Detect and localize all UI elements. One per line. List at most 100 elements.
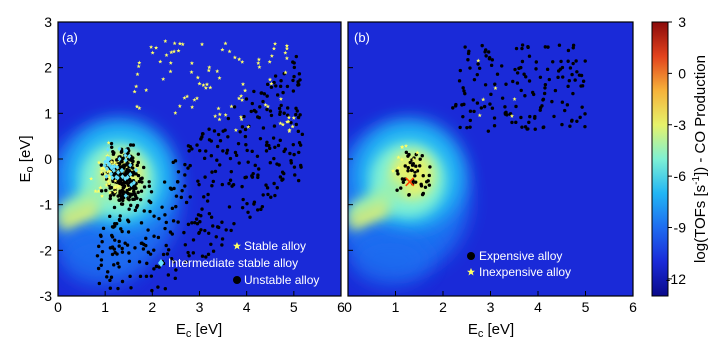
unstable-alloy-point — [121, 190, 125, 195]
unstable-alloy-point — [265, 94, 269, 98]
unstable-alloy-point — [108, 278, 112, 283]
inexpensive-alloy-point — [476, 58, 481, 63]
unstable-alloy-point — [140, 176, 144, 180]
circle-icon — [467, 252, 475, 260]
stable-alloy-point — [199, 42, 205, 47]
expensive-alloy-point — [553, 88, 558, 93]
stable-alloy-point — [154, 45, 159, 50]
expensive-alloy-point — [468, 118, 473, 123]
expensive-alloy-point — [486, 50, 491, 54]
unstable-alloy-point — [116, 261, 120, 266]
unstable-alloy-point — [294, 106, 298, 111]
unstable-alloy-point — [157, 265, 161, 269]
expensive-alloy-point — [514, 46, 519, 51]
unstable-alloy-point — [210, 184, 214, 188]
unstable-alloy-point — [225, 151, 229, 155]
expensive-alloy-point — [489, 92, 493, 97]
expensive-alloy-point — [520, 43, 525, 47]
stable-alloy-point — [206, 68, 211, 73]
unstable-alloy-point — [220, 243, 224, 247]
expensive-alloy-point — [580, 84, 585, 88]
unstable-alloy-point — [233, 150, 238, 155]
panel-b-x-tick-label: 3 — [487, 299, 495, 315]
stable-alloy-point — [134, 104, 140, 109]
inexpensive-alloy-point — [411, 157, 416, 162]
expensive-alloy-point — [528, 114, 532, 119]
unstable-alloy-point — [211, 179, 216, 184]
colorbar-bar — [651, 21, 669, 297]
unstable-alloy-point — [232, 221, 236, 226]
stable-alloy-point — [237, 57, 242, 62]
expensive-alloy-point — [508, 112, 512, 117]
unstable-alloy-point — [148, 209, 152, 214]
expensive-alloy-point — [567, 79, 571, 83]
stable-alloy-point — [267, 59, 272, 64]
inexpensive-alloy-point — [396, 165, 401, 170]
expensive-alloy-point — [421, 173, 425, 178]
diamond-icon — [158, 259, 164, 267]
stable-alloy-point — [168, 60, 173, 65]
unstable-alloy-point — [112, 263, 116, 267]
stable-alloy-point — [177, 41, 182, 46]
unstable-alloy-point — [173, 159, 178, 163]
unstable-alloy-point — [145, 261, 149, 266]
stable-alloy-point — [105, 153, 110, 158]
unstable-alloy-point — [211, 224, 215, 228]
unstable-alloy-point — [127, 251, 131, 255]
expensive-alloy-point — [570, 119, 574, 123]
unstable-alloy-point — [149, 274, 154, 278]
expensive-alloy-point — [426, 179, 430, 183]
panel-b: (b) 0 1 2 3 4 5 6 Ec [eV] Expensive alloy Inex… — [344, 21, 637, 340]
unstable-alloy-point — [105, 177, 109, 182]
expensive-alloy-point — [510, 120, 514, 125]
panel-b-heatmap — [348, 120, 470, 286]
stable-alloy-point — [99, 166, 104, 171]
expensive-alloy-point — [476, 62, 480, 66]
svg-text:Unstable alloy: Unstable alloy — [244, 273, 319, 287]
unstable-alloy-point — [243, 127, 248, 132]
unstable-alloy-point — [214, 235, 218, 239]
stable-alloy-point — [195, 75, 200, 80]
unstable-alloy-point — [211, 249, 216, 253]
stable-alloy-point — [204, 82, 210, 87]
unstable-alloy-point — [236, 141, 241, 146]
unstable-alloy-point — [176, 170, 181, 174]
unstable-alloy-point — [142, 165, 146, 170]
stable-alloy-point — [189, 61, 194, 65]
intermediate-stable-alloy-point — [127, 153, 132, 159]
expensive-alloy-point — [543, 86, 547, 90]
intermediate-stable-alloy-point — [128, 171, 133, 177]
unstable-alloy-point — [209, 215, 214, 219]
expensive-alloy-point — [495, 72, 500, 76]
stable-alloy-point — [265, 104, 270, 109]
stable-alloy-point — [132, 89, 137, 94]
unstable-alloy-point — [257, 167, 261, 171]
unstable-alloy-point — [133, 246, 137, 250]
unstable-alloy-point — [156, 285, 160, 289]
unstable-alloy-point — [182, 230, 186, 235]
unstable-alloy-point — [280, 170, 285, 174]
panel-a-x-tick-label: 2 — [148, 299, 156, 315]
unstable-alloy-point — [199, 137, 203, 141]
unstable-alloy-point — [116, 194, 120, 198]
unstable-alloy-point — [292, 74, 296, 79]
star-icon — [233, 242, 241, 250]
unstable-alloy-point — [135, 205, 139, 209]
unstable-alloy-point — [291, 78, 295, 83]
unstable-alloy-point — [273, 193, 277, 198]
intermediate-stable-alloy-point — [120, 174, 125, 180]
stable-alloy-point — [236, 96, 242, 101]
unstable-alloy-point — [126, 183, 131, 187]
expensive-alloy-point — [543, 82, 548, 87]
expensive-alloy-point — [541, 125, 546, 129]
unstable-alloy-point — [294, 112, 298, 117]
stable-alloy-point — [256, 57, 261, 62]
unstable-alloy-point — [246, 210, 250, 214]
expensive-alloy-point — [581, 79, 586, 83]
unstable-alloy-point — [109, 275, 114, 279]
expensive-alloy-point — [427, 183, 432, 187]
expensive-alloy-point — [551, 60, 555, 64]
expensive-alloy-point — [538, 75, 543, 80]
stable-alloy-point — [185, 94, 190, 99]
